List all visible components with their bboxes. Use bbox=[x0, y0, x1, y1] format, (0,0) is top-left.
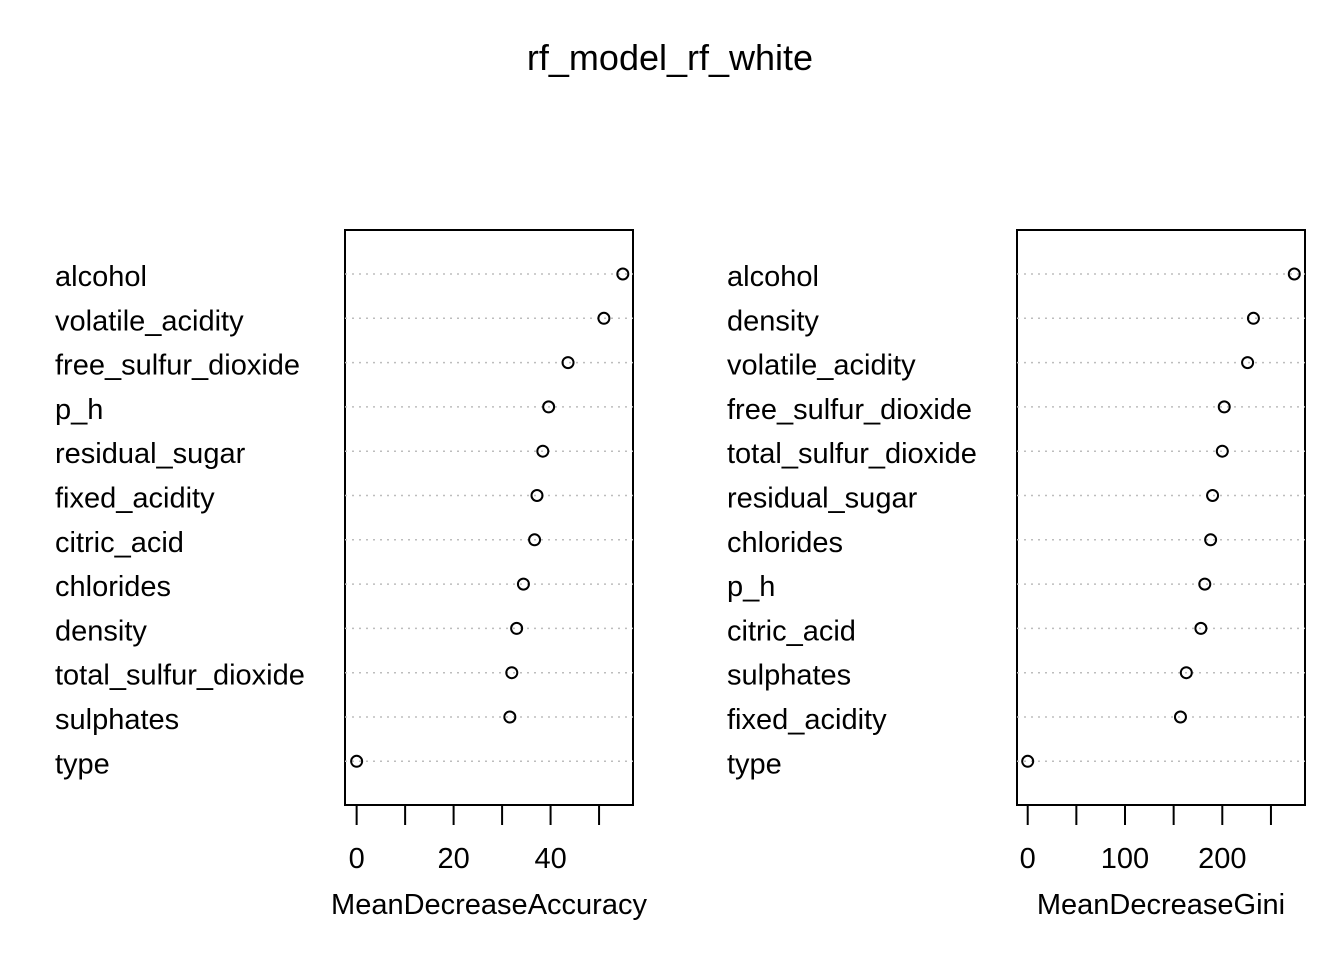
data-point bbox=[1204, 533, 1218, 547]
category-label: alcohol bbox=[727, 261, 819, 293]
category-label: total_sulfur_dioxide bbox=[727, 438, 977, 470]
data-point bbox=[616, 267, 630, 281]
data-point bbox=[1217, 400, 1231, 414]
category-label: density bbox=[727, 305, 819, 337]
x-axis-label: MeanDecreaseAccuracy bbox=[331, 889, 647, 921]
category-label: total_sulfur_dioxide bbox=[55, 660, 305, 692]
data-point bbox=[561, 356, 575, 370]
data-point bbox=[542, 400, 556, 414]
category-label: density bbox=[55, 615, 147, 647]
data-point bbox=[1179, 666, 1193, 680]
category-label: p_h bbox=[55, 394, 103, 426]
data-point bbox=[597, 311, 611, 325]
data-point bbox=[536, 444, 550, 458]
category-label: residual_sugar bbox=[55, 438, 246, 470]
category-label: chlorides bbox=[55, 571, 171, 603]
category-label: citric_acid bbox=[55, 527, 184, 559]
chart-title: rf_model_rf_white bbox=[527, 37, 813, 78]
data-point bbox=[1194, 621, 1208, 635]
x-tick-label: 100 bbox=[1101, 843, 1149, 875]
data-point bbox=[530, 489, 544, 502]
dotchart-panel-2: alcohol density volatile_acidity free_sulfu… bbox=[727, 229, 1306, 921]
category-label: p_h bbox=[727, 571, 775, 603]
data-point bbox=[505, 666, 519, 680]
dotchart-panel-1: alcohol volatile_acidity free_sulfur_dioxi… bbox=[55, 229, 647, 921]
data-point bbox=[1198, 577, 1212, 591]
x-tick-label: 200 bbox=[1198, 843, 1246, 875]
data-point bbox=[1206, 489, 1220, 502]
category-label: type bbox=[55, 748, 110, 780]
data-point bbox=[516, 577, 530, 591]
data-point bbox=[1021, 754, 1035, 768]
data-point bbox=[510, 621, 524, 635]
x-tick-label: 20 bbox=[437, 843, 469, 875]
category-label: type bbox=[727, 748, 782, 780]
category-label: fixed_acidity bbox=[727, 704, 887, 736]
category-label: volatile_acidity bbox=[55, 305, 244, 337]
data-point bbox=[503, 710, 517, 724]
category-label: sulphates bbox=[55, 704, 179, 736]
category-label: alcohol bbox=[55, 261, 147, 293]
x-tick-label: 0 bbox=[1020, 843, 1036, 875]
x-axis-label: MeanDecreaseGini bbox=[1037, 889, 1285, 921]
category-label: volatile_acidity bbox=[727, 350, 916, 382]
category-label: citric_acid bbox=[727, 615, 856, 647]
category-label: free_sulfur_dioxide bbox=[55, 350, 300, 382]
category-label: fixed_acidity bbox=[55, 483, 215, 515]
plot-frame bbox=[1016, 229, 1306, 806]
category-label: free_sulfur_dioxide bbox=[727, 394, 972, 426]
category-label: sulphates bbox=[727, 660, 851, 692]
x-tick-label: 0 bbox=[349, 843, 365, 875]
data-point bbox=[1215, 444, 1229, 458]
data-point bbox=[350, 754, 364, 768]
data-point bbox=[1246, 311, 1260, 325]
plot-frame bbox=[344, 229, 634, 806]
data-point bbox=[1287, 267, 1301, 281]
data-point bbox=[1173, 710, 1187, 724]
data-point bbox=[1241, 356, 1255, 370]
data-point bbox=[528, 533, 542, 547]
x-tick-label: 40 bbox=[534, 843, 566, 875]
category-label: chlorides bbox=[727, 527, 843, 559]
category-label: residual_sugar bbox=[727, 483, 918, 515]
chart-panels: alcohol volatile_acidity free_sulfur_dioxi… bbox=[55, 229, 1306, 921]
